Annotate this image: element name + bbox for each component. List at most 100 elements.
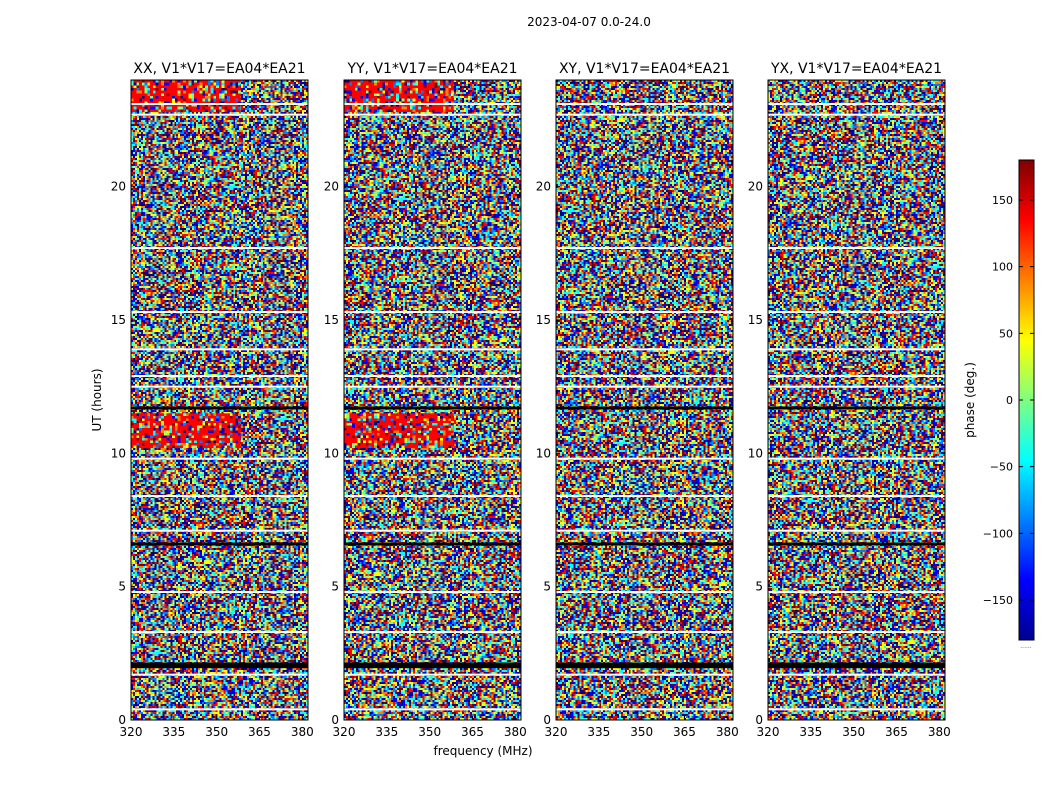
x-tick-label: 335 — [799, 725, 822, 739]
panel-title: XY, V1*V17=EA04*EA21 — [559, 61, 730, 77]
dark-row — [768, 665, 945, 669]
y-tick-label: 20 — [748, 180, 763, 194]
dark-row — [344, 662, 521, 666]
x-tick-label: 320 — [545, 725, 568, 739]
x-tick-label: 380 — [291, 725, 314, 739]
y-tick-label: 5 — [118, 580, 126, 594]
colorbar-tick-label: 50 — [999, 327, 1013, 340]
flagged-row — [556, 113, 733, 116]
phase-heatmap — [131, 80, 308, 720]
x-tick-label: 380 — [716, 725, 739, 739]
phase-band — [131, 413, 241, 448]
flagged-row — [768, 673, 945, 676]
flagged-row — [131, 348, 308, 351]
figure-title: 2023-04-07 0.0-24.0 — [527, 15, 651, 29]
panel-title: XX, V1*V17=EA04*EA21 — [133, 61, 305, 77]
flagged-row — [344, 631, 521, 633]
panel-4: YX, V1*V17=EA04*EA21 320 335 350 365 380 0 5 10 1… — [748, 61, 951, 739]
flagged-row — [344, 348, 521, 351]
flagged-row — [556, 708, 733, 711]
x-tick-label: 380 — [928, 725, 951, 739]
x-tick-label: 380 — [504, 725, 527, 739]
flagged-row — [131, 103, 308, 105]
x-tick-label: 350 — [205, 725, 228, 739]
flagged-row — [131, 113, 308, 116]
colorbar-label: phase (deg.) — [963, 362, 977, 438]
flagged-row — [556, 457, 733, 460]
dark-row — [131, 406, 308, 410]
flagged-row — [768, 529, 945, 532]
y-tick-label: 15 — [324, 313, 339, 327]
flagged-row — [344, 375, 521, 377]
dark-row — [556, 406, 733, 410]
dark-row — [556, 662, 733, 666]
colorbar-tick-label: −150 — [983, 594, 1013, 607]
x-tick-label: 335 — [162, 725, 185, 739]
y-tick-label: 10 — [536, 446, 551, 460]
flagged-row — [556, 591, 733, 593]
flagged-row — [131, 375, 308, 377]
flagged-row — [556, 673, 733, 676]
x-tick-label: 320 — [120, 725, 143, 739]
flagged-row — [768, 495, 945, 497]
y-tick-label: 0 — [331, 713, 339, 727]
panel-frame — [555, 79, 734, 721]
y-tick-label: 5 — [755, 580, 763, 594]
flagged-row — [768, 103, 945, 105]
flagged-row — [768, 113, 945, 116]
dark-row — [768, 662, 945, 666]
dark-row — [131, 662, 308, 666]
flagged-row — [556, 631, 733, 633]
y-tick-label: 20 — [536, 180, 551, 194]
x-tick-label: 335 — [587, 725, 610, 739]
flagged-row — [556, 495, 733, 497]
flagged-row — [556, 103, 733, 105]
y-tick-label: 15 — [536, 313, 551, 327]
flagged-row — [131, 457, 308, 460]
flagged-row — [344, 385, 521, 388]
colorbar-bottom-label: ...... — [1020, 643, 1032, 650]
flagged-row — [131, 311, 308, 313]
flagged-row — [131, 708, 308, 711]
phase-heatmap — [768, 80, 945, 720]
flagged-row — [768, 311, 945, 313]
flagged-row — [344, 591, 521, 593]
dark-row — [768, 542, 945, 546]
phase-heatmap — [556, 80, 733, 720]
flagged-row — [768, 708, 945, 711]
colorbar-tick-label: −100 — [983, 527, 1013, 540]
flagged-row — [768, 348, 945, 351]
flagged-row — [556, 348, 733, 351]
flagged-row — [131, 495, 308, 497]
flagged-row — [131, 591, 308, 593]
flagged-row — [768, 385, 945, 388]
dark-row — [556, 542, 733, 546]
flagged-row — [768, 591, 945, 593]
x-tick-label: 365 — [461, 725, 484, 739]
x-tick-label: 350 — [418, 725, 441, 739]
colorbar: 150 100 50 0 −50 −100 −150 — [983, 159, 1035, 641]
panel-frame — [767, 79, 946, 721]
flagged-row — [556, 529, 733, 532]
panels: XX, V1*V17=EA04*EA21 320 335 350 365 380 0 5 10 1… — [111, 61, 951, 739]
phase-band — [344, 413, 454, 448]
flagged-row — [344, 495, 521, 497]
flagged-row — [131, 247, 308, 249]
dark-row — [131, 665, 308, 669]
y-tick-label: 0 — [543, 713, 551, 727]
flagged-row — [556, 375, 733, 377]
x-tick-label: 365 — [248, 725, 271, 739]
flagged-row — [131, 631, 308, 633]
phase-heatmap — [344, 80, 521, 720]
x-tick-label: 335 — [375, 725, 398, 739]
flagged-row — [344, 311, 521, 313]
flagged-row — [768, 631, 945, 633]
y-tick-label: 20 — [111, 180, 126, 194]
flagged-row — [344, 113, 521, 116]
y-tick-label: 0 — [118, 713, 126, 727]
y-tick-label: 10 — [111, 446, 126, 460]
flagged-row — [768, 247, 945, 249]
y-tick-label: 10 — [748, 446, 763, 460]
flagged-row — [556, 311, 733, 313]
